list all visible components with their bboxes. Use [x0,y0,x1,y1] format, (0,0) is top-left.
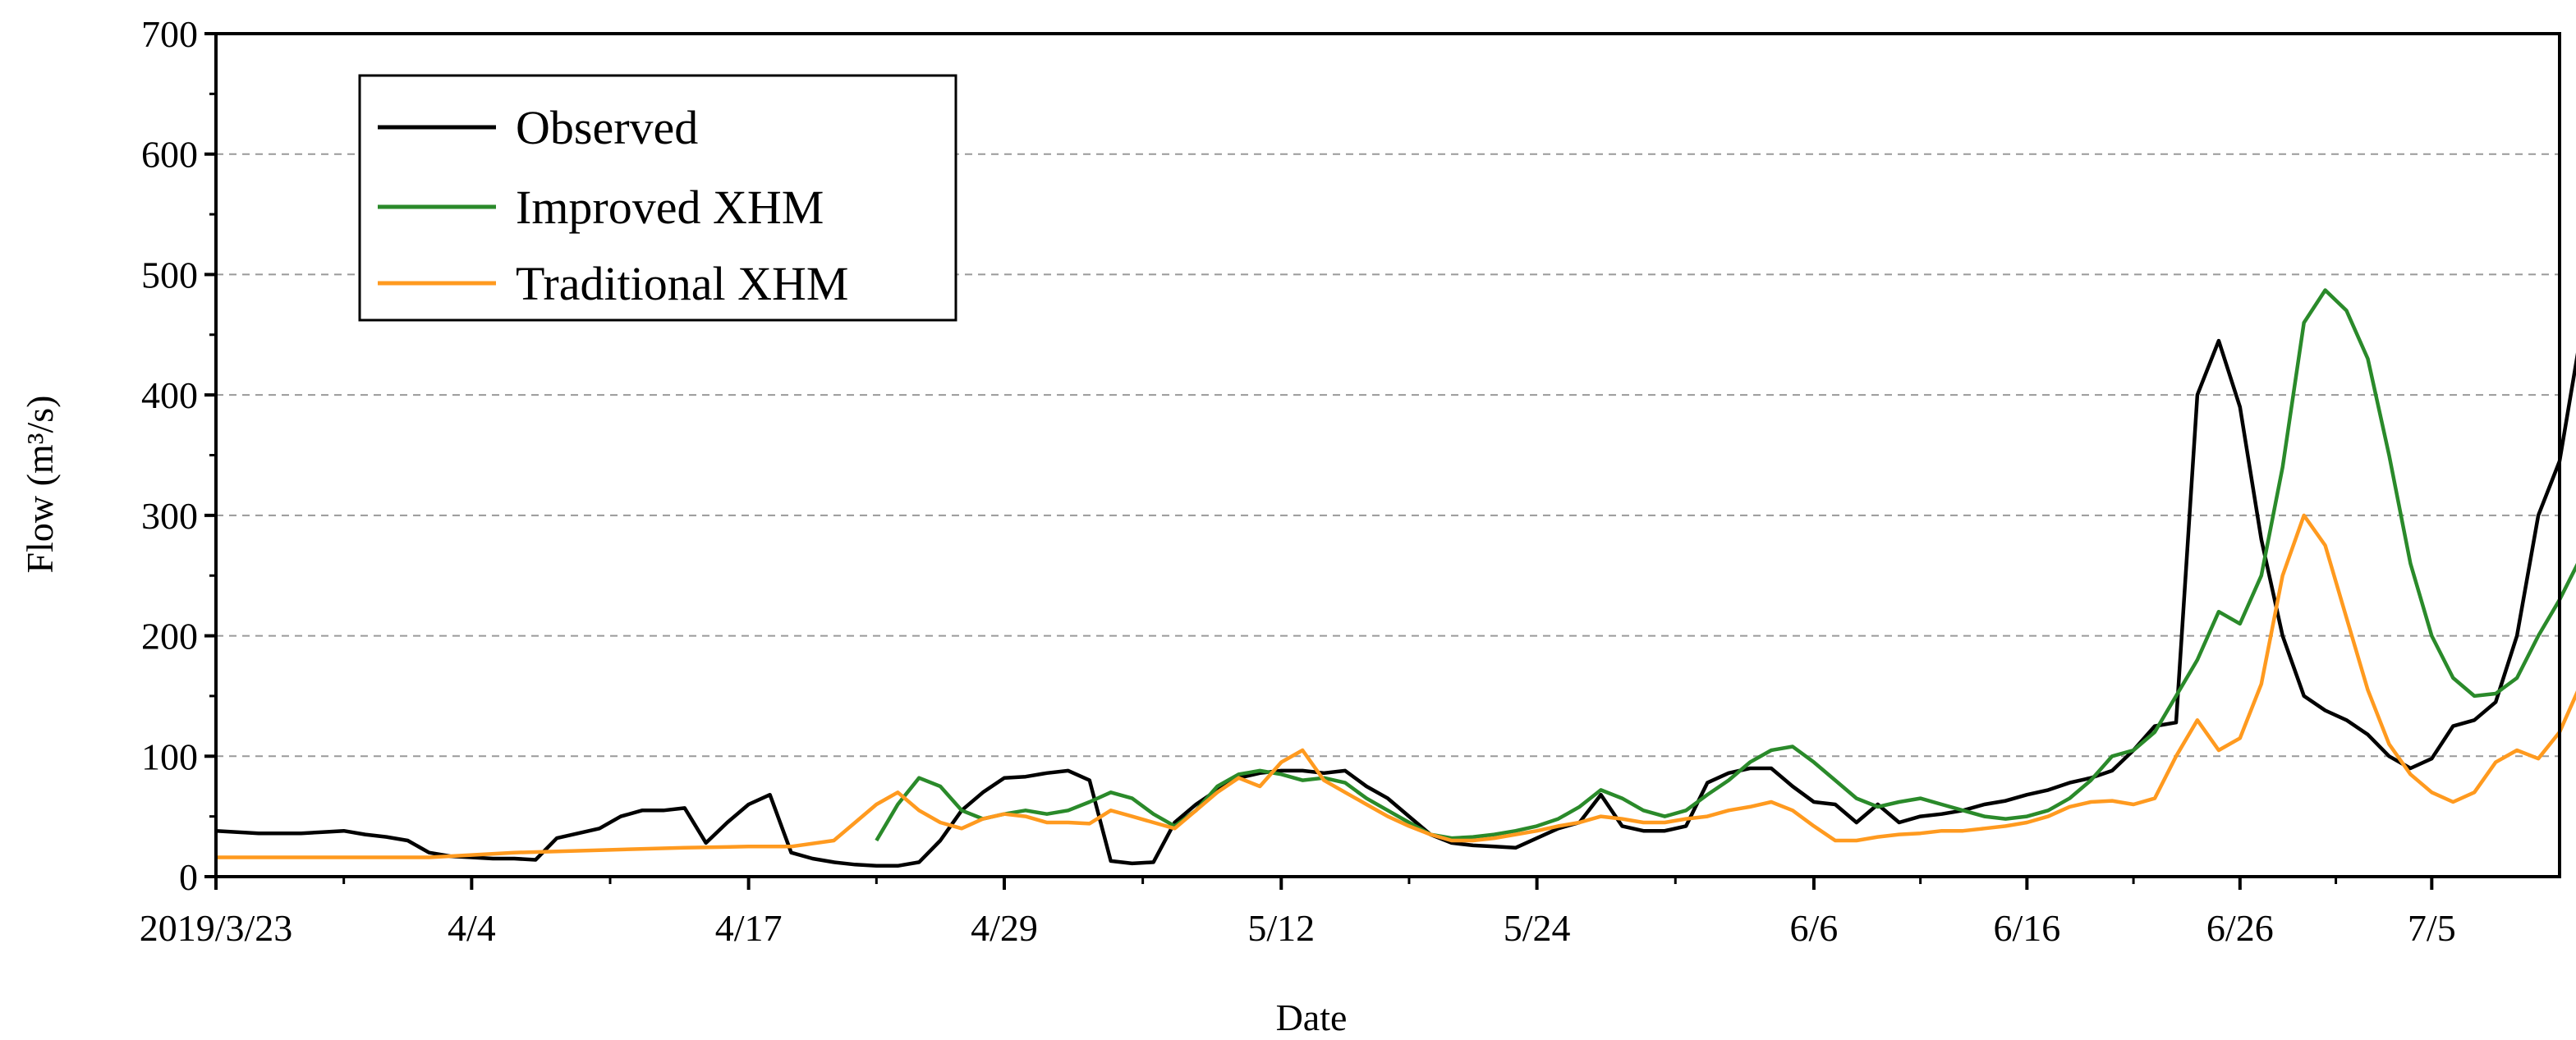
y-tick-label: 700 [141,13,198,55]
y-tick-label: 400 [141,374,198,416]
series-line-traditional-xhm [216,513,2576,859]
legend-label-improved-xhm: Improved XHM [516,181,824,234]
y-tick-label: 0 [179,856,198,898]
y-tick-label: 100 [141,735,198,777]
x-tick-label: 6/16 [1993,907,2060,949]
y-tick-label: 600 [141,134,198,176]
legend: Observed Improved XHM Traditional XHM [358,74,957,322]
x-tick-label: 4/4 [448,907,496,949]
x-axis: 2019/3/23 4/4 4/17 4/29 5/12 5/24 6/6 6/16 6/26 7… [140,877,2456,949]
x-tick-label: 6/6 [1790,907,1839,949]
y-tick-label: 200 [141,616,198,657]
y-axis: 0 100 200 300 400 500 600 700 [141,13,216,898]
series-line-observed [215,338,2576,868]
horizontal-gridlines [216,153,2560,758]
x-tick-label: 4/29 [971,907,1038,949]
x-tick-label: 5/24 [1504,907,1571,949]
y-axis-title: Flow (m³/s) [19,396,61,574]
y-tick-label: 500 [141,254,198,296]
x-tick-label: 6/26 [2206,907,2274,949]
x-axis-title: Date [1276,996,1348,1038]
x-tick-label: 7/5 [2408,907,2456,949]
series-lines [215,288,2576,868]
x-tick-label: 2019/3/23 [140,907,293,949]
y-tick-label: 300 [141,495,198,537]
legend-box [358,74,957,322]
legend-label-traditional-xhm: Traditional XHM [516,257,849,310]
x-tick-label: 4/17 [715,907,783,949]
x-tick-label: 5/12 [1247,907,1315,949]
series-line-improved-xhm [875,288,2576,842]
legend-label-observed: Observed [516,101,698,154]
